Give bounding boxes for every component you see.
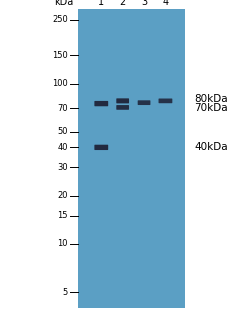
Text: 50: 50 — [58, 127, 68, 136]
Text: 150: 150 — [52, 51, 68, 60]
Text: 100: 100 — [52, 79, 68, 88]
Text: 80kDa: 80kDa — [194, 94, 228, 104]
Text: 20: 20 — [58, 191, 68, 200]
FancyBboxPatch shape — [94, 101, 108, 106]
Text: 4: 4 — [162, 0, 168, 7]
Bar — [78, 9, 185, 308]
Text: 250: 250 — [52, 15, 68, 24]
Text: 70kDa: 70kDa — [194, 103, 228, 113]
Text: 30: 30 — [57, 163, 68, 172]
Text: 15: 15 — [58, 211, 68, 220]
Text: 10: 10 — [58, 239, 68, 248]
FancyBboxPatch shape — [94, 145, 108, 150]
Text: kDa: kDa — [54, 0, 73, 7]
Text: 70: 70 — [57, 104, 68, 113]
Text: 2: 2 — [120, 0, 126, 7]
Text: 1: 1 — [98, 0, 104, 7]
Text: 5: 5 — [63, 288, 68, 297]
FancyBboxPatch shape — [138, 100, 150, 105]
FancyBboxPatch shape — [116, 105, 129, 110]
Text: 40kDa: 40kDa — [194, 142, 228, 152]
Text: 40: 40 — [58, 143, 68, 152]
FancyBboxPatch shape — [158, 99, 172, 103]
Text: 3: 3 — [141, 0, 147, 7]
FancyBboxPatch shape — [116, 98, 129, 103]
